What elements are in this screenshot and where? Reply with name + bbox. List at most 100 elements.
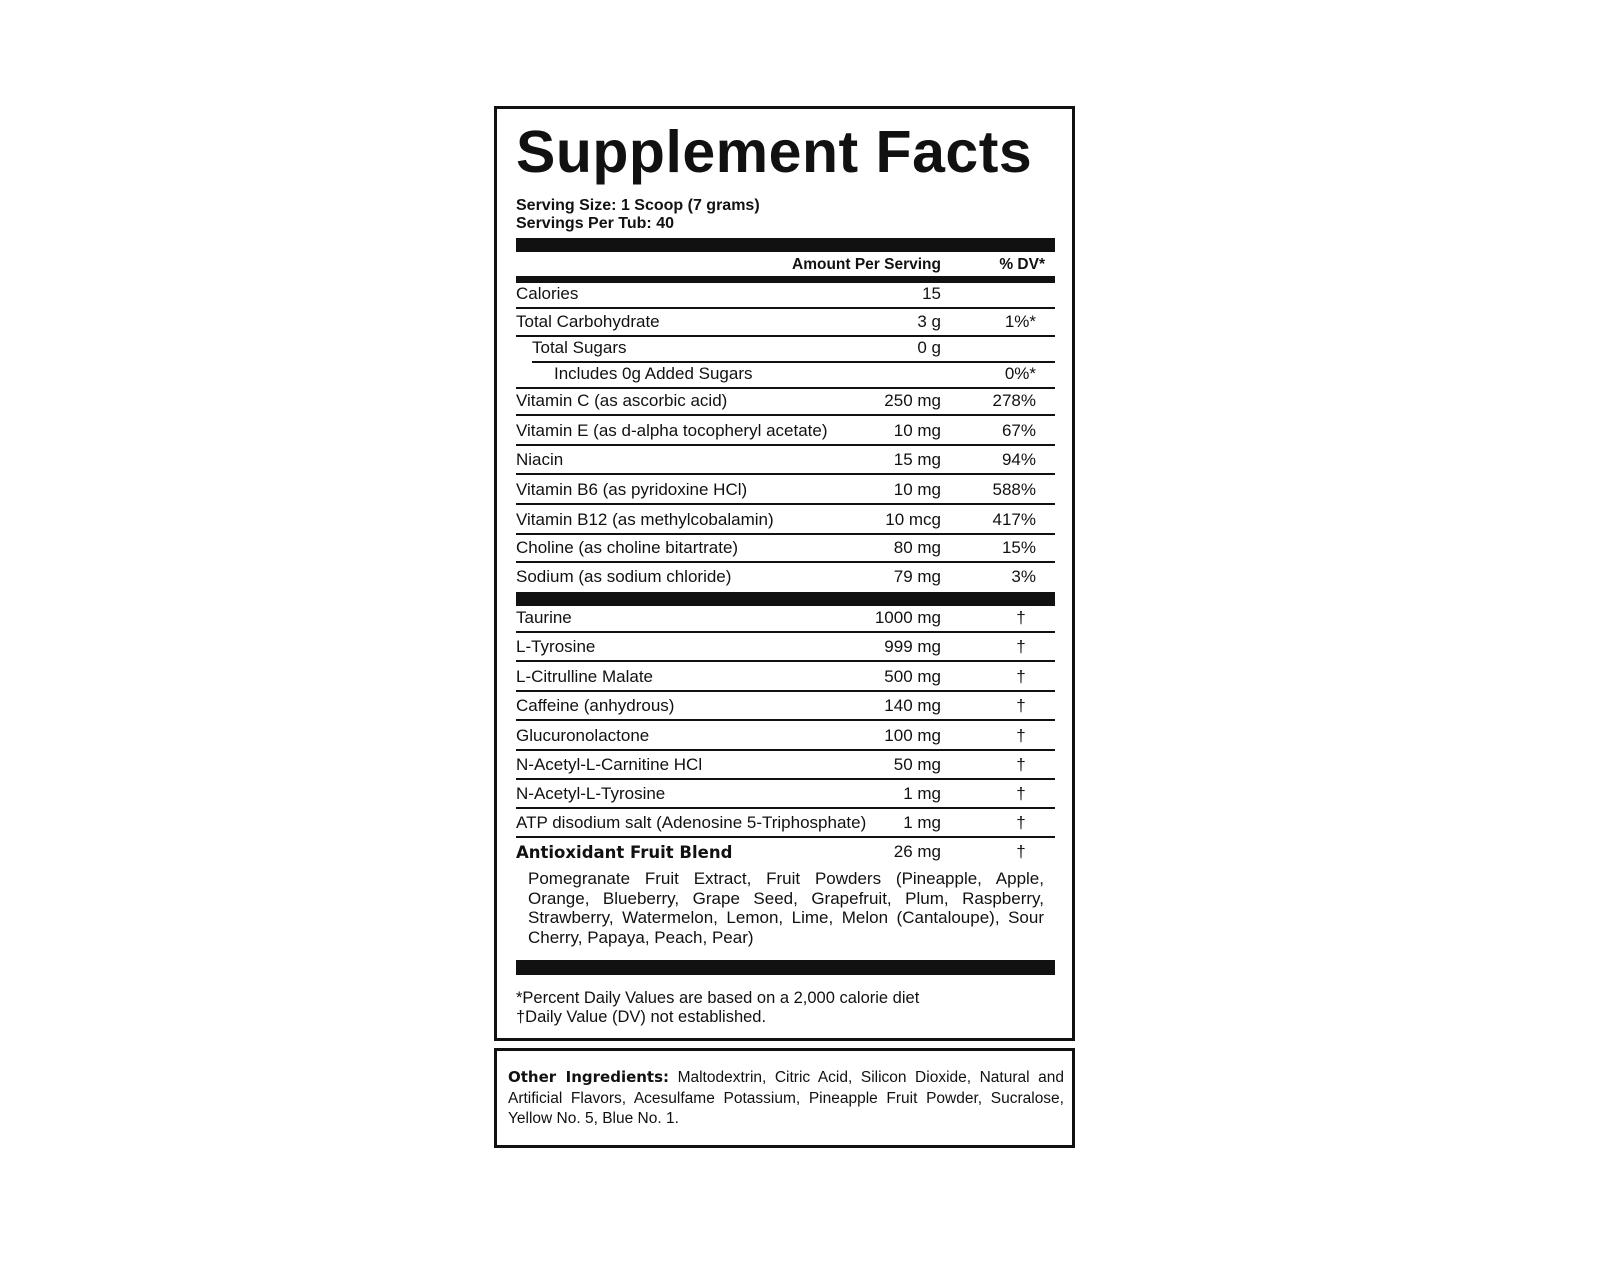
row-name: Niacin [516,450,564,469]
row-divider [516,660,1055,662]
row-name: Calories [516,284,579,303]
row-name: Vitamin B12 (as methylcobalamin) [516,510,774,529]
footnote-dagger: †Daily Value (DV) not established. [516,1008,767,1026]
row-daily-value: 278% [992,391,1036,410]
row-daily-value: 0%* [1004,364,1036,383]
row-divider [516,749,1055,751]
row-amount: 100 mg [884,726,941,745]
divider-thick [516,960,1055,975]
other-ingredients-text: Maltodextrin, Citric Acid, Silicon Dioxi… [508,1069,1064,1127]
table-row: Includes 0g Added Sugars 0%* [516,361,1055,389]
row-amount: 10 mg [893,421,941,440]
row-amount: 250 mg [884,391,941,410]
row-amount: 1 mg [903,813,941,832]
servings-per-value: 40 [656,215,674,232]
table-row: Antioxidant Fruit Blend 26 mg † [516,839,1055,867]
table-row: Calories 15 [516,281,1055,309]
row-name: N-Acetyl-L-Carnitine HCl [516,755,703,774]
row-daily-value: 94% [1001,450,1036,469]
divider-medium [516,276,1055,283]
table-row: Vitamin C (as ascorbic acid) 250 mg 278% [516,388,1055,416]
row-name: Vitamin B6 (as pyridoxine HCl) [516,480,748,499]
row-amount: 10 mg [893,480,941,499]
table-row: Total Carbohydrate 3 g 1%* [516,309,1055,337]
row-name: Glucuronolactone [516,726,650,745]
row-daily-value: † [1016,755,1026,774]
row-amount: 1 mg [903,784,941,803]
row-name: Total Carbohydrate [516,312,660,331]
row-daily-value: † [1016,842,1026,861]
row-amount: 79 mg [893,567,941,586]
row-daily-value: † [1016,784,1026,803]
table-row: L-Citrulline Malate 500 mg † [516,664,1055,692]
row-name: Sodium (as sodium chloride) [516,567,732,586]
row-amount: 3 g [917,312,941,331]
panel-title: Supplement Facts [516,119,1033,185]
divider-thick [516,592,1055,606]
row-divider [516,414,1055,416]
row-name: Vitamin C (as ascorbic acid) [516,391,728,410]
row-amount: 500 mg [884,667,941,686]
row-amount: 1000 mg [874,608,941,627]
row-divider [532,361,1055,363]
row-divider [516,473,1055,475]
row-amount: 80 mg [893,538,941,557]
row-divider [516,807,1055,809]
row-divider [516,836,1055,838]
row-name: Vitamin E (as d-alpha tocopheryl acetate… [516,421,828,440]
serving-size-value: 1 Scoop (7 grams) [620,197,760,214]
table-row: N-Acetyl-L-Carnitine HCl 50 mg † [516,752,1055,780]
row-daily-value: † [1016,637,1026,656]
table-row: Sodium (as sodium chloride) 79 mg 3% [516,564,1055,592]
row-divider [516,335,1055,337]
row-daily-value: 67% [1001,421,1036,440]
row-name: L-Citrulline Malate [516,667,653,686]
row-daily-value: † [1016,667,1026,686]
table-row: Glucuronolactone 100 mg † [516,723,1055,751]
divider-thick [516,238,1055,252]
row-daily-value: † [1016,608,1026,627]
table-row: Vitamin B6 (as pyridoxine HCl) 10 mg 588% [516,477,1055,505]
row-name: Choline (as choline bitartrate) [516,538,739,557]
row-amount: 26 mg [893,842,941,861]
row-name: Taurine [516,608,572,627]
blend-contents: Pomegranate Fruit Extract, Fruit Powders… [528,869,1044,947]
table-row: L-Tyrosine 999 mg † [516,634,1055,662]
other-ingredients-panel [494,1048,1075,1148]
row-daily-value: 417% [992,510,1036,529]
row-name: Antioxidant Fruit Blend [516,843,733,862]
serving-size-label: Serving Size: [516,197,617,214]
table-row: N-Acetyl-L-Tyrosine 1 mg † [516,781,1055,809]
serving-size: Serving Size: 1 Scoop (7 grams) [516,197,760,215]
row-divider [516,307,1055,309]
row-daily-value: 3% [1011,567,1036,586]
row-amount: 10 mcg [885,510,941,529]
row-daily-value: 15% [1001,538,1036,557]
row-name: N-Acetyl-L-Tyrosine [516,784,666,803]
row-divider [516,444,1055,446]
servings-per-container: Servings Per Tub: 40 [516,215,674,233]
row-amount: 0 g [917,338,941,357]
table-row: Niacin 15 mg 94% [516,447,1055,475]
row-amount: 999 mg [884,637,941,656]
row-divider [516,561,1055,563]
row-amount: 140 mg [884,696,941,715]
row-daily-value: † [1016,813,1026,832]
row-name: Total Sugars [532,338,627,357]
row-amount: 50 mg [893,755,941,774]
row-daily-value: 1%* [1004,312,1036,331]
row-amount: 15 [922,284,941,303]
row-divider [516,503,1055,505]
servings-per-label: Servings Per Tub: [516,215,652,232]
table-row: Vitamin E (as d-alpha tocopheryl acetate… [516,418,1055,446]
other-ingredients: Other Ingredients: Maltodextrin, Citric … [508,1067,1064,1130]
row-divider [516,719,1055,721]
table-row: Vitamin B12 (as methylcobalamin) 10 mcg 41… [516,507,1055,535]
row-divider [516,387,1055,389]
row-name: ATP disodium salt (Adenosine 5-Triphosph… [516,813,867,832]
row-divider [516,690,1055,692]
dv-header: % DV* [999,256,1045,273]
table-row: Caffeine (anhydrous) 140 mg † [516,693,1055,721]
row-divider [516,778,1055,780]
amount-header: Amount Per Serving [792,256,941,273]
